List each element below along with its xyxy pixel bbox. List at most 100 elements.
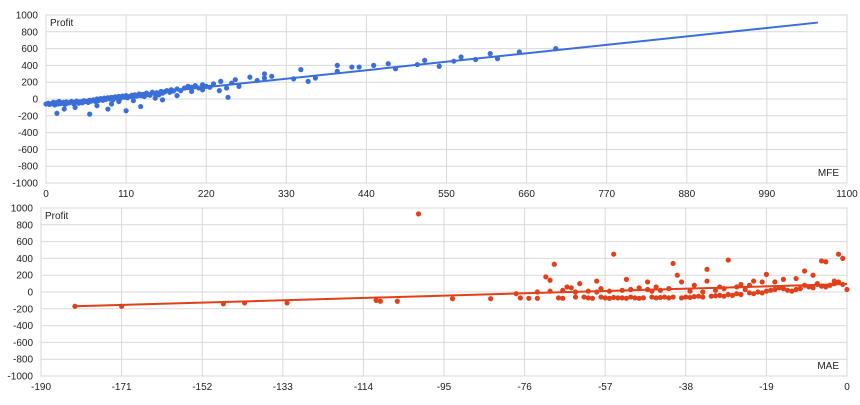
mae-data-point [623,295,630,301]
mae-data-point [534,289,540,295]
mfe-data-point [392,66,399,72]
mfe-data-point [223,85,230,91]
mfe-data-point [138,103,144,110]
mae-data-point [653,295,659,301]
mfe-data-point [261,75,268,81]
mae-data-point [678,295,685,301]
mae-data-point [823,284,829,290]
mae-data-point [572,294,579,300]
mae-data-point [751,278,757,284]
mfe-data-point [61,106,67,112]
mfe-x-tick-label: 330 [278,189,295,200]
mae-data-point [844,286,850,293]
mae-x-tick-label: -95 [437,382,452,393]
mae-data-point [488,296,494,302]
mae-data-point [377,298,383,304]
mae-data-point [746,290,753,296]
mae-x-axis-label: MAE [817,361,839,372]
mae-data-point [649,294,655,300]
mae-y-tick-label: 600 [16,237,33,248]
mae-data-point [738,281,744,288]
mae-data-point [810,272,816,278]
mae-data-point [772,279,778,285]
mae-data-point [823,259,829,265]
mae-data-point [789,288,795,294]
mfe-data-point [207,84,213,90]
mfe-data-point [334,68,340,74]
mae-data-point [653,284,659,290]
mfe-data-point [334,62,340,68]
mae-y-tick-label: 0 [27,288,33,299]
mfe-data-point [516,49,522,55]
mae-data-point [394,298,400,304]
mae-data-point [704,266,710,272]
mfe-data-point [473,56,479,63]
mfe-data-point [269,73,275,79]
mfe-data-point [54,110,60,116]
mae-data-point [725,257,731,263]
mae-y-axis-label: Profit [45,211,69,222]
mfe-x-tick-label: 660 [518,189,535,200]
mfe-y-tick-label: 1000 [16,11,39,22]
mfe-data-point [152,95,158,101]
mae-data-point [717,292,723,298]
mae-data-point [632,295,638,301]
mfe-data-point [290,76,297,82]
mfe-x-tick-label: 770 [598,189,615,200]
mfe-data-point [451,58,457,64]
mfe-data-point [123,108,129,114]
mfe-data-point [108,101,115,107]
mfe-y-tick-label: 0 [32,95,38,106]
mae-data-point [683,294,689,300]
mae-data-point [772,286,778,293]
mfe-y-tick-label: 200 [21,78,38,89]
mae-data-point [119,303,125,309]
mae-y-tick-label: -600 [13,338,33,349]
mae-data-point [649,288,655,294]
mae-x-tick-label: -19 [759,382,774,393]
mfe-data-point [487,51,493,57]
mae-data-point [623,276,630,282]
mae-data-point [585,295,591,301]
mfe-data-point [261,71,268,77]
mfe-data-point [116,98,122,105]
mfe-y-tick-label: 800 [21,27,38,38]
mae-data-point [691,282,697,288]
mae-data-point [666,286,672,292]
mae-data-point [818,283,825,289]
mae-data-point [729,292,736,298]
mae-data-point [415,211,422,217]
mae-data-point [712,287,719,293]
mae-data-point [547,288,553,294]
mae-data-point [759,290,765,296]
mae-y-tick-label: -400 [13,321,33,332]
mfe-x-tick-label: 1100 [836,189,858,200]
mae-data-point [636,295,642,301]
mae-x-tick-label: -152 [192,382,212,393]
mae-data-point [670,260,676,267]
mae-y-tick-label: 800 [16,220,33,231]
mae-data-point [704,278,710,284]
mae-data-point [721,286,727,292]
mfe-data-point [94,103,100,109]
mfe-data-point [254,77,260,84]
mae-data-point [619,295,625,301]
mfe-data-point [229,80,235,86]
mae-data-point [581,294,587,300]
mae-data-point [678,279,685,285]
mae-data-point [785,287,791,293]
mae-x-tick-label: -76 [517,382,532,393]
mfe-data-point [232,77,238,83]
mae-data-point [755,289,761,295]
mae-data-point [840,255,846,261]
mae-data-point [657,287,663,293]
mae-data-point [708,293,714,299]
mfe-y-tick-label: -600 [18,145,38,156]
mfe-data-point [189,88,195,95]
mfe-data-point [458,54,464,60]
mfe-data-point [159,97,166,103]
mae-data-point [742,286,748,293]
mae-y-tick-label: -200 [13,304,33,315]
mae-data-point [598,294,604,300]
